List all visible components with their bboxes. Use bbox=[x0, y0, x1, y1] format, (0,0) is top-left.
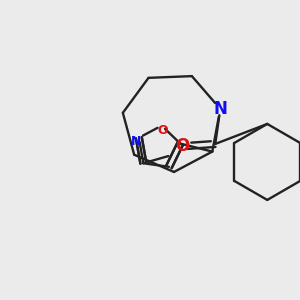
Text: O: O bbox=[158, 124, 168, 137]
Text: N: N bbox=[213, 100, 227, 118]
Text: O: O bbox=[175, 137, 189, 155]
Text: N: N bbox=[131, 135, 141, 148]
